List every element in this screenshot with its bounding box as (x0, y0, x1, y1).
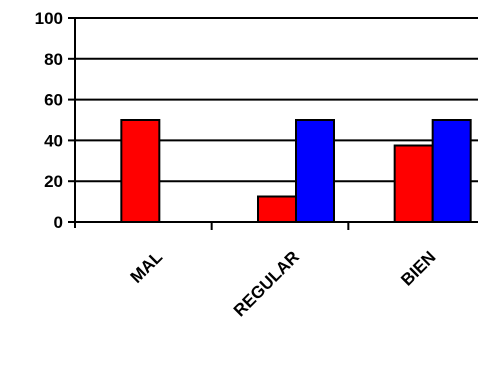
axes (68, 17, 478, 230)
bars (120, 119, 472, 223)
y-tick-label: 0 (54, 213, 63, 232)
x-tick-label-regular: REGULAR (230, 247, 303, 320)
y-tick-label: 60 (44, 91, 63, 110)
y-tick-labels: 0 20 40 60 80 100 (35, 9, 63, 232)
bar-mal-series-1 (120, 119, 161, 223)
bar-bien-series-2 (431, 119, 472, 223)
y-tick-label: 20 (44, 172, 63, 191)
x-tick-label-bien: BIEN (397, 247, 439, 289)
bar-bien-series-1 (393, 144, 434, 223)
x-tick-label-mal: MAL (127, 247, 166, 286)
bar-regular-series-2 (295, 119, 335, 223)
x-tick-labels: MAL REGULAR BIEN (127, 247, 440, 320)
y-tick-label: 40 (44, 131, 63, 150)
y-tick-label: 100 (35, 9, 63, 28)
bar-regular-series-1 (257, 195, 297, 223)
y-tick-label: 80 (44, 50, 63, 69)
